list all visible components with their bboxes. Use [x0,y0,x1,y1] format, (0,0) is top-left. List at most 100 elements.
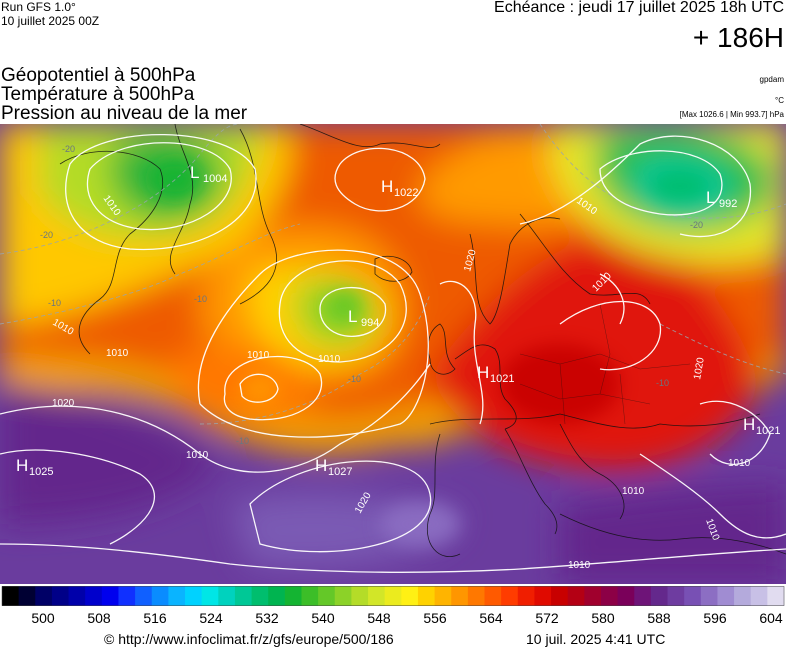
isobar-label: 1010 [622,486,645,497]
color-swatch [734,586,752,606]
color-swatch [534,586,552,606]
color-scale-tick: 508 [87,610,111,626]
pressure-centre-value: 994 [361,317,379,329]
color-swatch [201,586,219,606]
color-scale-tick: 572 [535,610,559,626]
color-scale-tick: 580 [591,610,615,626]
color-swatch [151,586,169,606]
color-swatch [484,586,502,606]
pressure-centre-value: 1022 [394,187,418,199]
color-swatch [218,586,236,606]
color-scale-tick: 500 [31,610,55,626]
pressure-centre-value: 1025 [29,466,53,478]
pressure-centre-letter: L [706,188,715,207]
color-swatch [68,586,86,606]
pressure-centre-letter: L [348,307,357,326]
temperature-label: -10 [236,436,249,446]
pressure-centre-value: 992 [719,198,737,210]
source-tag: gpdam [759,75,784,84]
color-swatch [284,586,302,606]
run-label: Run GFS 1.0° [1,0,76,14]
isobar-label: 1020 [692,356,707,380]
color-swatch [401,586,419,606]
color-scale-tick: 556 [423,610,447,626]
color-swatch [351,586,369,606]
color-swatch [334,586,352,606]
color-swatch [451,586,469,606]
color-scale-frame [1,586,785,606]
color-swatch [600,586,619,606]
temperature-label: -10 [194,294,207,304]
pressure-centre-high: H 1027 [315,456,352,478]
pressure-centre-high: H 1022 [381,177,418,199]
pressure-centre-letter: H [477,363,489,382]
color-scale-tick: 548 [367,610,391,626]
color-swatch [434,586,452,606]
pressure-centre-letter: L [190,163,199,182]
isobar-label: 1010 [106,348,129,359]
color-swatch [135,586,153,606]
temperature-label: -20 [62,144,75,154]
borders [519,303,691,425]
color-swatch [684,586,702,606]
color-swatch [118,586,136,606]
pressure-centre-high: H 1021 [743,415,780,437]
color-scale-tick: 588 [647,610,671,626]
color-scale-tick: 516 [143,610,167,626]
generation-timestamp: 10 juil. 2025 4:41 UTC [526,631,666,647]
color-swatch [417,586,436,606]
color-swatch [517,586,535,606]
pressure-centre-low: L 994 [348,307,379,329]
pressure-minmax: [Max 1026.6 | Min 993.7] hPa [679,110,784,119]
temperature-label: -10 [656,378,669,388]
title-geopotential: Géopotentiel à 500hPa [1,65,196,86]
color-scale-tick: 564 [479,610,503,626]
isobars [0,133,786,573]
color-swatch [268,586,286,606]
pressure-centre-letter: H [381,177,393,196]
color-scale-tick: 596 [703,610,727,626]
color-swatch [18,586,36,606]
color-swatch [318,586,336,606]
color-swatch [101,586,119,606]
color-scale-tick: 604 [759,610,783,626]
color-swatch [567,586,585,606]
title-pressure: Pression au niveau de la mer [1,103,248,124]
color-swatch [185,586,203,606]
isobar-label: 1010 [247,350,270,361]
isobar-label: 1010 [568,560,591,571]
pressure-centre-low: L 992 [706,188,737,210]
isobar-label: 1010 [318,354,341,365]
pressure-centre-high: H 1021 [477,363,514,385]
pressure-centre-letter: H [16,456,28,475]
pressure-centre-value: 1021 [756,425,780,437]
credit-url[interactable]: © http://www.infoclimat.fr/z/gfs/europe/… [104,631,394,647]
color-swatch [667,586,685,606]
temperature-label: -10 [48,298,61,308]
color-swatch [767,586,785,606]
pressure-centre-low: L 1004 [190,163,227,185]
color-scale-tick: 524 [199,610,223,626]
color-swatch [700,586,718,606]
color-swatch [301,586,319,606]
temperature-label: -20 [40,230,53,240]
color-swatch [634,586,652,606]
geopotential-field [0,124,786,584]
color-swatch [35,586,53,606]
color-scale [1,586,785,606]
pressure-centre-value: 1004 [203,173,227,185]
temperature-labels: -20 -20 -10 -10 -10 -10 -20 -10 [40,144,703,446]
title-temperature: Température à 500hPa [1,84,195,105]
pressure-centre-high: H 1025 [16,456,53,478]
color-swatch [617,586,635,606]
color-swatch [650,586,669,606]
run-date: 10 juillet 2025 00Z [1,14,100,28]
valid-time: Echéance : jeudi 17 juillet 2025 18h UTC [494,0,784,16]
color-swatch [384,586,402,606]
color-scale-tick: 532 [255,610,279,626]
temperature-label: -10 [348,374,361,384]
isobar-label: 1010 [728,458,751,469]
color-swatch [85,586,103,606]
